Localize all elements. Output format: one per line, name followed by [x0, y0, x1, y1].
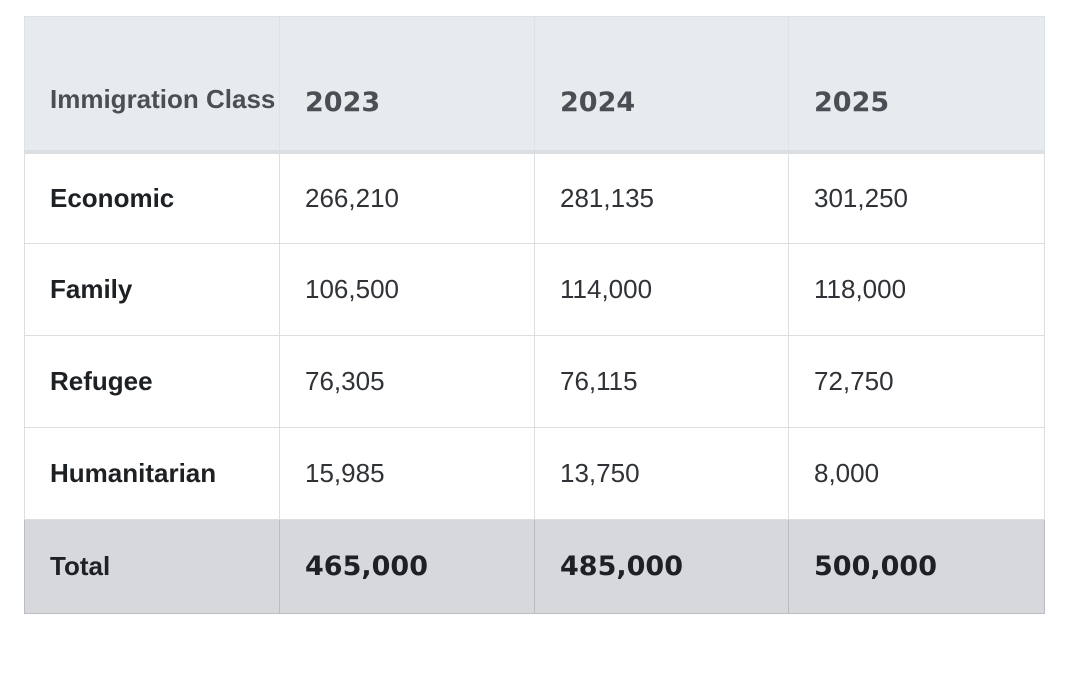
row-label-family: Family: [24, 243, 280, 336]
cell-refugee-2023: 76,305: [279, 335, 535, 428]
table-header-row: Immigration Class 2023 2024 2025: [24, 16, 1045, 154]
immigration-levels-table: Immigration Class 2023 2024 2025 Economi…: [24, 16, 1045, 614]
cell-humanitarian-2024: 13,750: [534, 427, 789, 520]
column-header-2025: 2025: [788, 16, 1045, 154]
cell-economic-2024: 281,135: [534, 151, 789, 244]
cell-economic-2025: 301,250: [788, 151, 1045, 244]
cell-family-2023: 106,500: [279, 243, 535, 336]
cell-total-2025: 500,000: [788, 519, 1045, 614]
cell-refugee-2024: 76,115: [534, 335, 789, 428]
row-label-refugee: Refugee: [24, 335, 280, 428]
table-row-humanitarian: Humanitarian 15,985 13,750 8,000: [24, 427, 1045, 520]
cell-family-2025: 118,000: [788, 243, 1045, 336]
column-header-immigration-class: Immigration Class: [24, 16, 280, 154]
cell-family-2024: 114,000: [534, 243, 789, 336]
table-row-economic: Economic 266,210 281,135 301,250: [24, 151, 1045, 244]
cell-humanitarian-2023: 15,985: [279, 427, 535, 520]
cell-economic-2023: 266,210: [279, 151, 535, 244]
immigration-table-container: Immigration Class 2023 2024 2025 Economi…: [24, 16, 1045, 614]
cell-total-2024: 485,000: [534, 519, 789, 614]
column-header-2023: 2023: [279, 16, 535, 154]
cell-total-2023: 465,000: [279, 519, 535, 614]
table-row-refugee: Refugee 76,305 76,115 72,750: [24, 335, 1045, 428]
cell-humanitarian-2025: 8,000: [788, 427, 1045, 520]
table-row-total: Total 465,000 485,000 500,000: [24, 519, 1045, 614]
row-label-humanitarian: Humanitarian: [24, 427, 280, 520]
cell-refugee-2025: 72,750: [788, 335, 1045, 428]
row-label-economic: Economic: [24, 151, 280, 244]
row-label-total: Total: [24, 519, 280, 614]
table-row-family: Family 106,500 114,000 118,000: [24, 243, 1045, 336]
column-header-2024: 2024: [534, 16, 789, 154]
